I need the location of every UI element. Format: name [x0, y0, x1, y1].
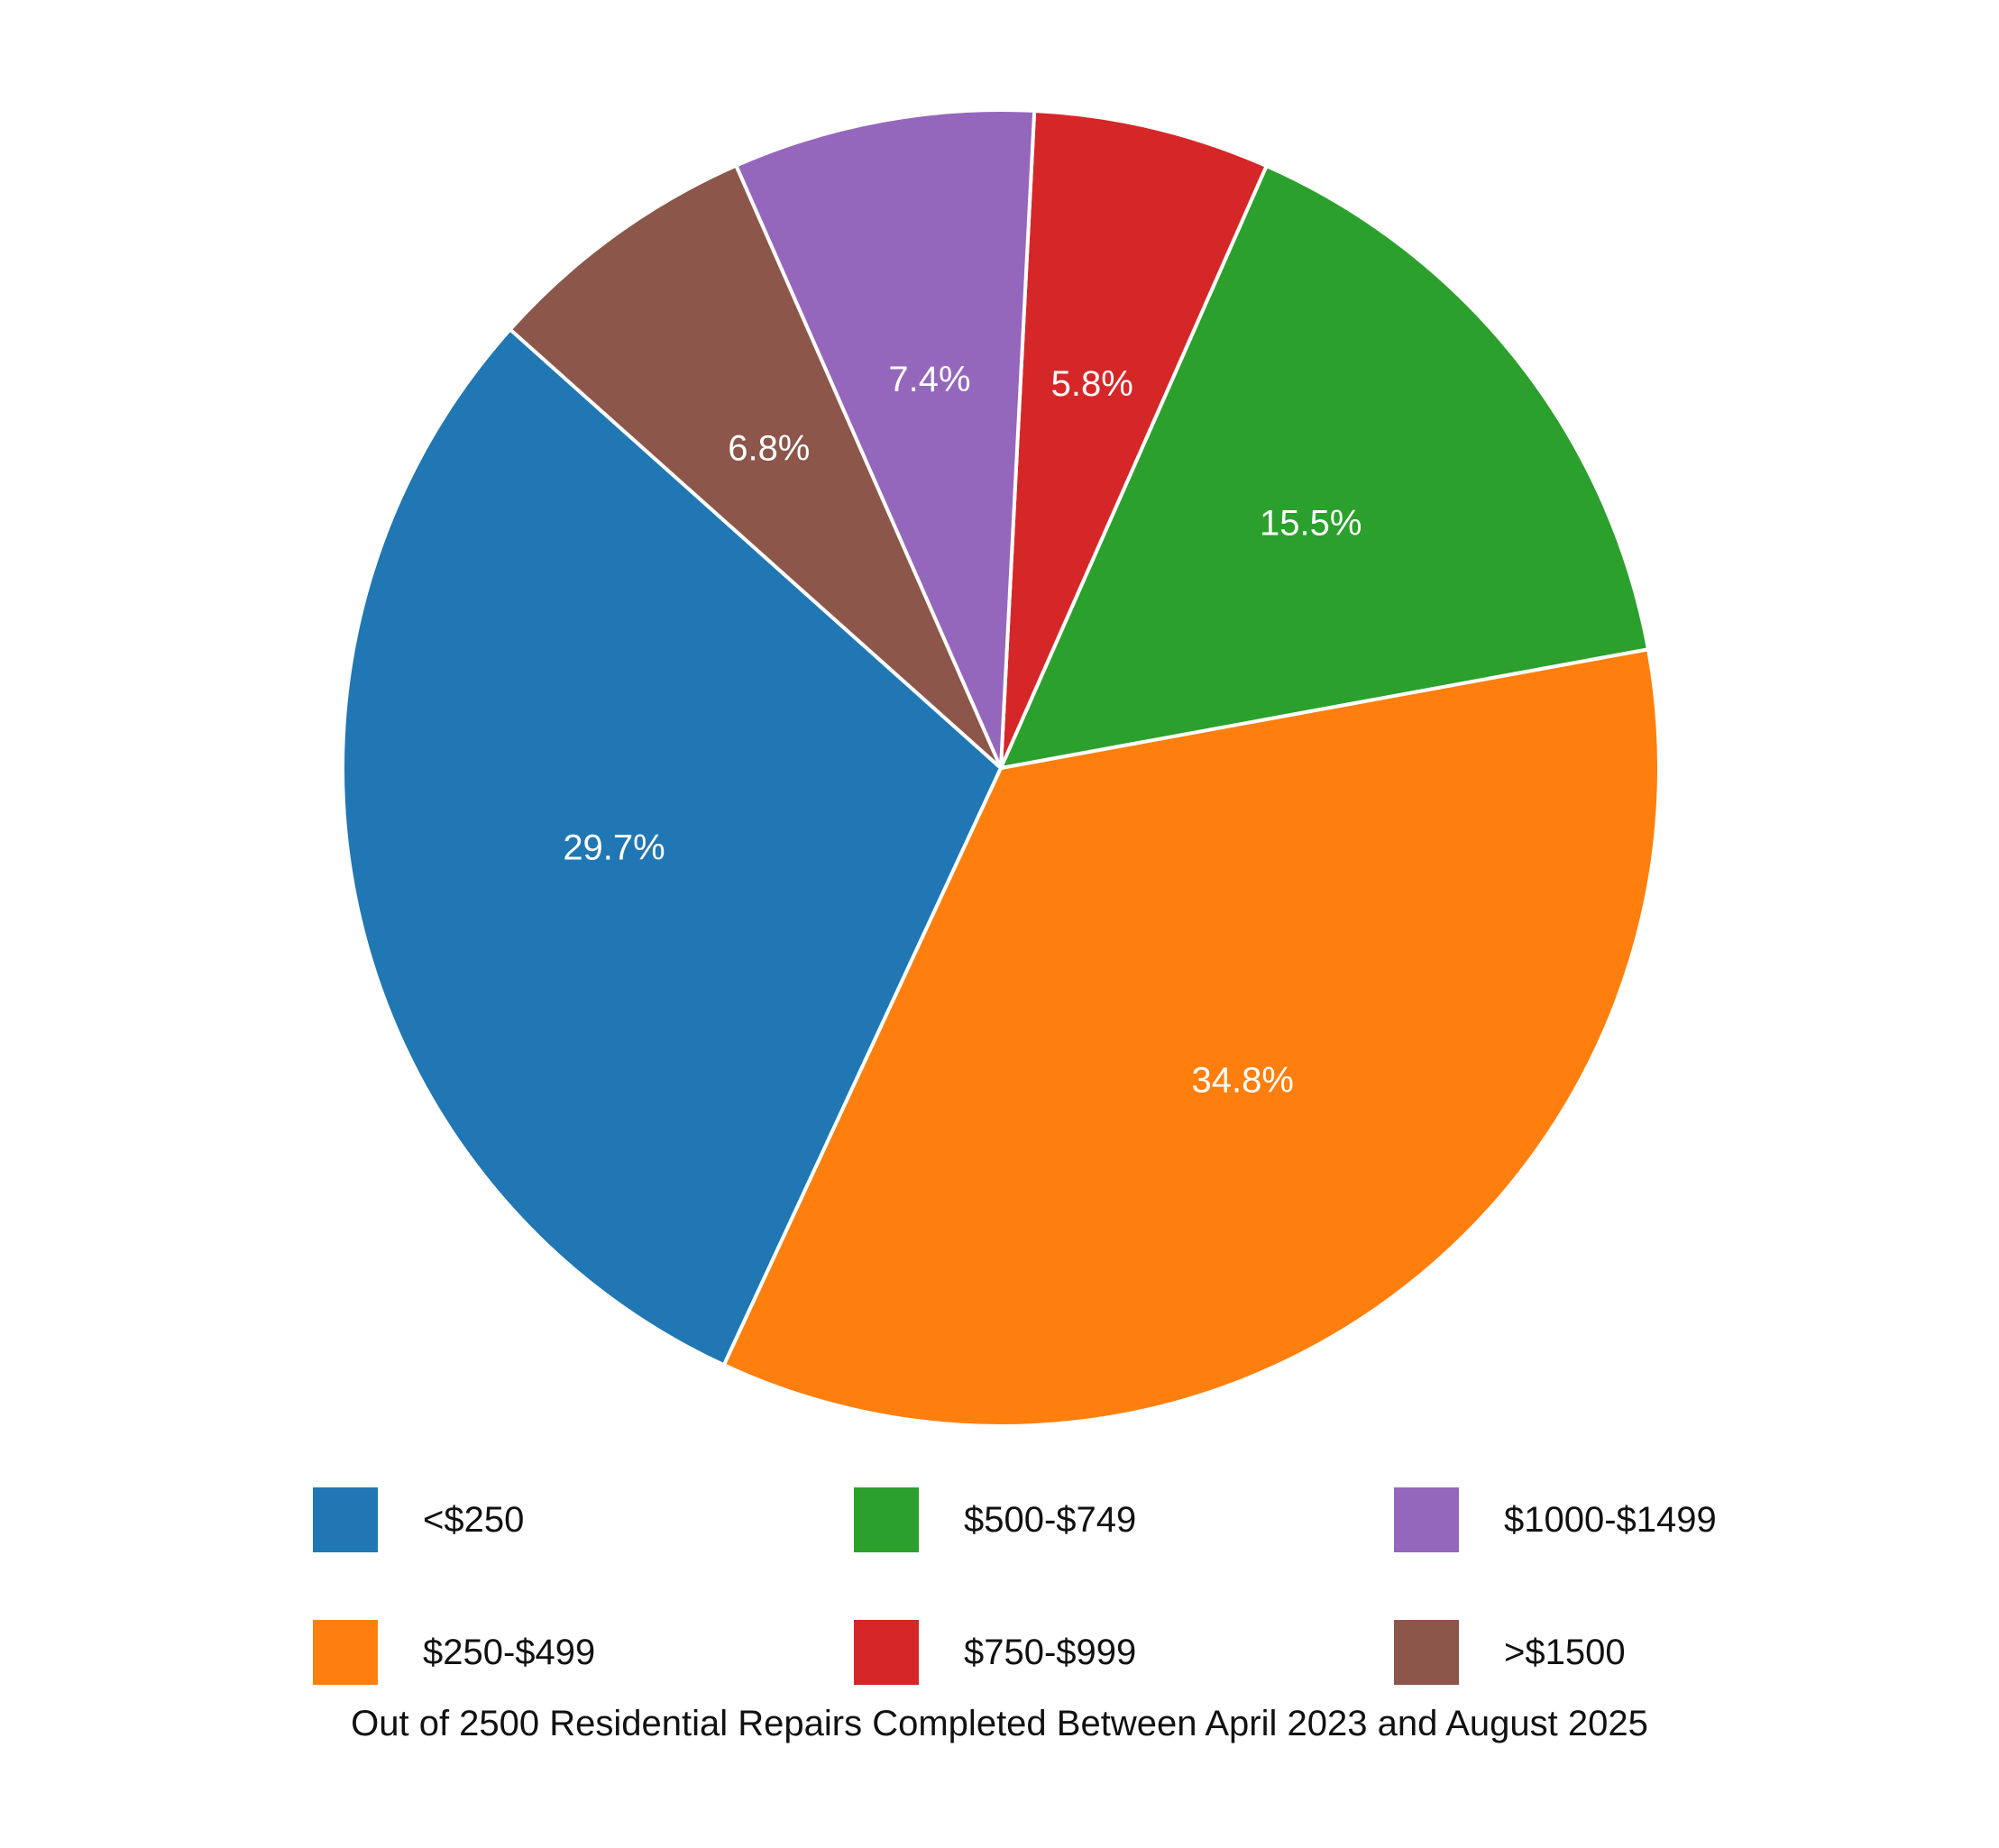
pie-slice — [999, 164, 1651, 770]
legend-label: >$1500 — [1504, 1632, 1626, 1672]
slice-value-label: 7.4% — [888, 360, 970, 399]
legend-label: $1000-$1499 — [1504, 1499, 1717, 1540]
pie-slice — [734, 108, 1037, 770]
pie-slice — [508, 163, 1003, 770]
legend-item-gt-1500: >$1500 — [1394, 1620, 1626, 1685]
pie-slice — [341, 327, 1003, 1368]
legend-item-1000-1499: $1000-$1499 — [1394, 1487, 1717, 1552]
legend-swatch — [313, 1620, 378, 1685]
legend: <$250 $250-$499 $500-$749 $750-$999 $100… — [0, 1469, 1999, 1685]
slice-value-label: 5.8% — [1051, 364, 1133, 404]
legend-label: $500-$749 — [964, 1499, 1137, 1540]
legend-item-500-749: $500-$749 — [854, 1487, 1136, 1552]
slice-value-label: 6.8% — [728, 428, 810, 468]
slice-value-label: 29.7% — [563, 828, 665, 868]
legend-item-lt-250: <$250 — [313, 1487, 524, 1552]
slice-value-label: 15.5% — [1260, 504, 1362, 544]
legend-swatch — [1394, 1620, 1459, 1685]
legend-label: $250-$499 — [423, 1632, 596, 1672]
chart-caption: Out of 2500 Residential Repairs Complete… — [351, 1704, 1648, 1743]
pie-slice — [721, 647, 1661, 1428]
legend-label: $750-$999 — [964, 1632, 1137, 1672]
legend-swatch — [854, 1487, 919, 1552]
pie-slice — [999, 108, 1269, 770]
slice-value-label: 34.8% — [1192, 1060, 1294, 1100]
legend-swatch — [1394, 1487, 1459, 1552]
legend-item-750-999: $750-$999 — [854, 1620, 1136, 1685]
legend-swatch — [854, 1620, 919, 1685]
legend-label: <$250 — [423, 1499, 525, 1540]
legend-swatch — [313, 1487, 378, 1552]
legend-item-250-499: $250-$499 — [313, 1620, 595, 1685]
